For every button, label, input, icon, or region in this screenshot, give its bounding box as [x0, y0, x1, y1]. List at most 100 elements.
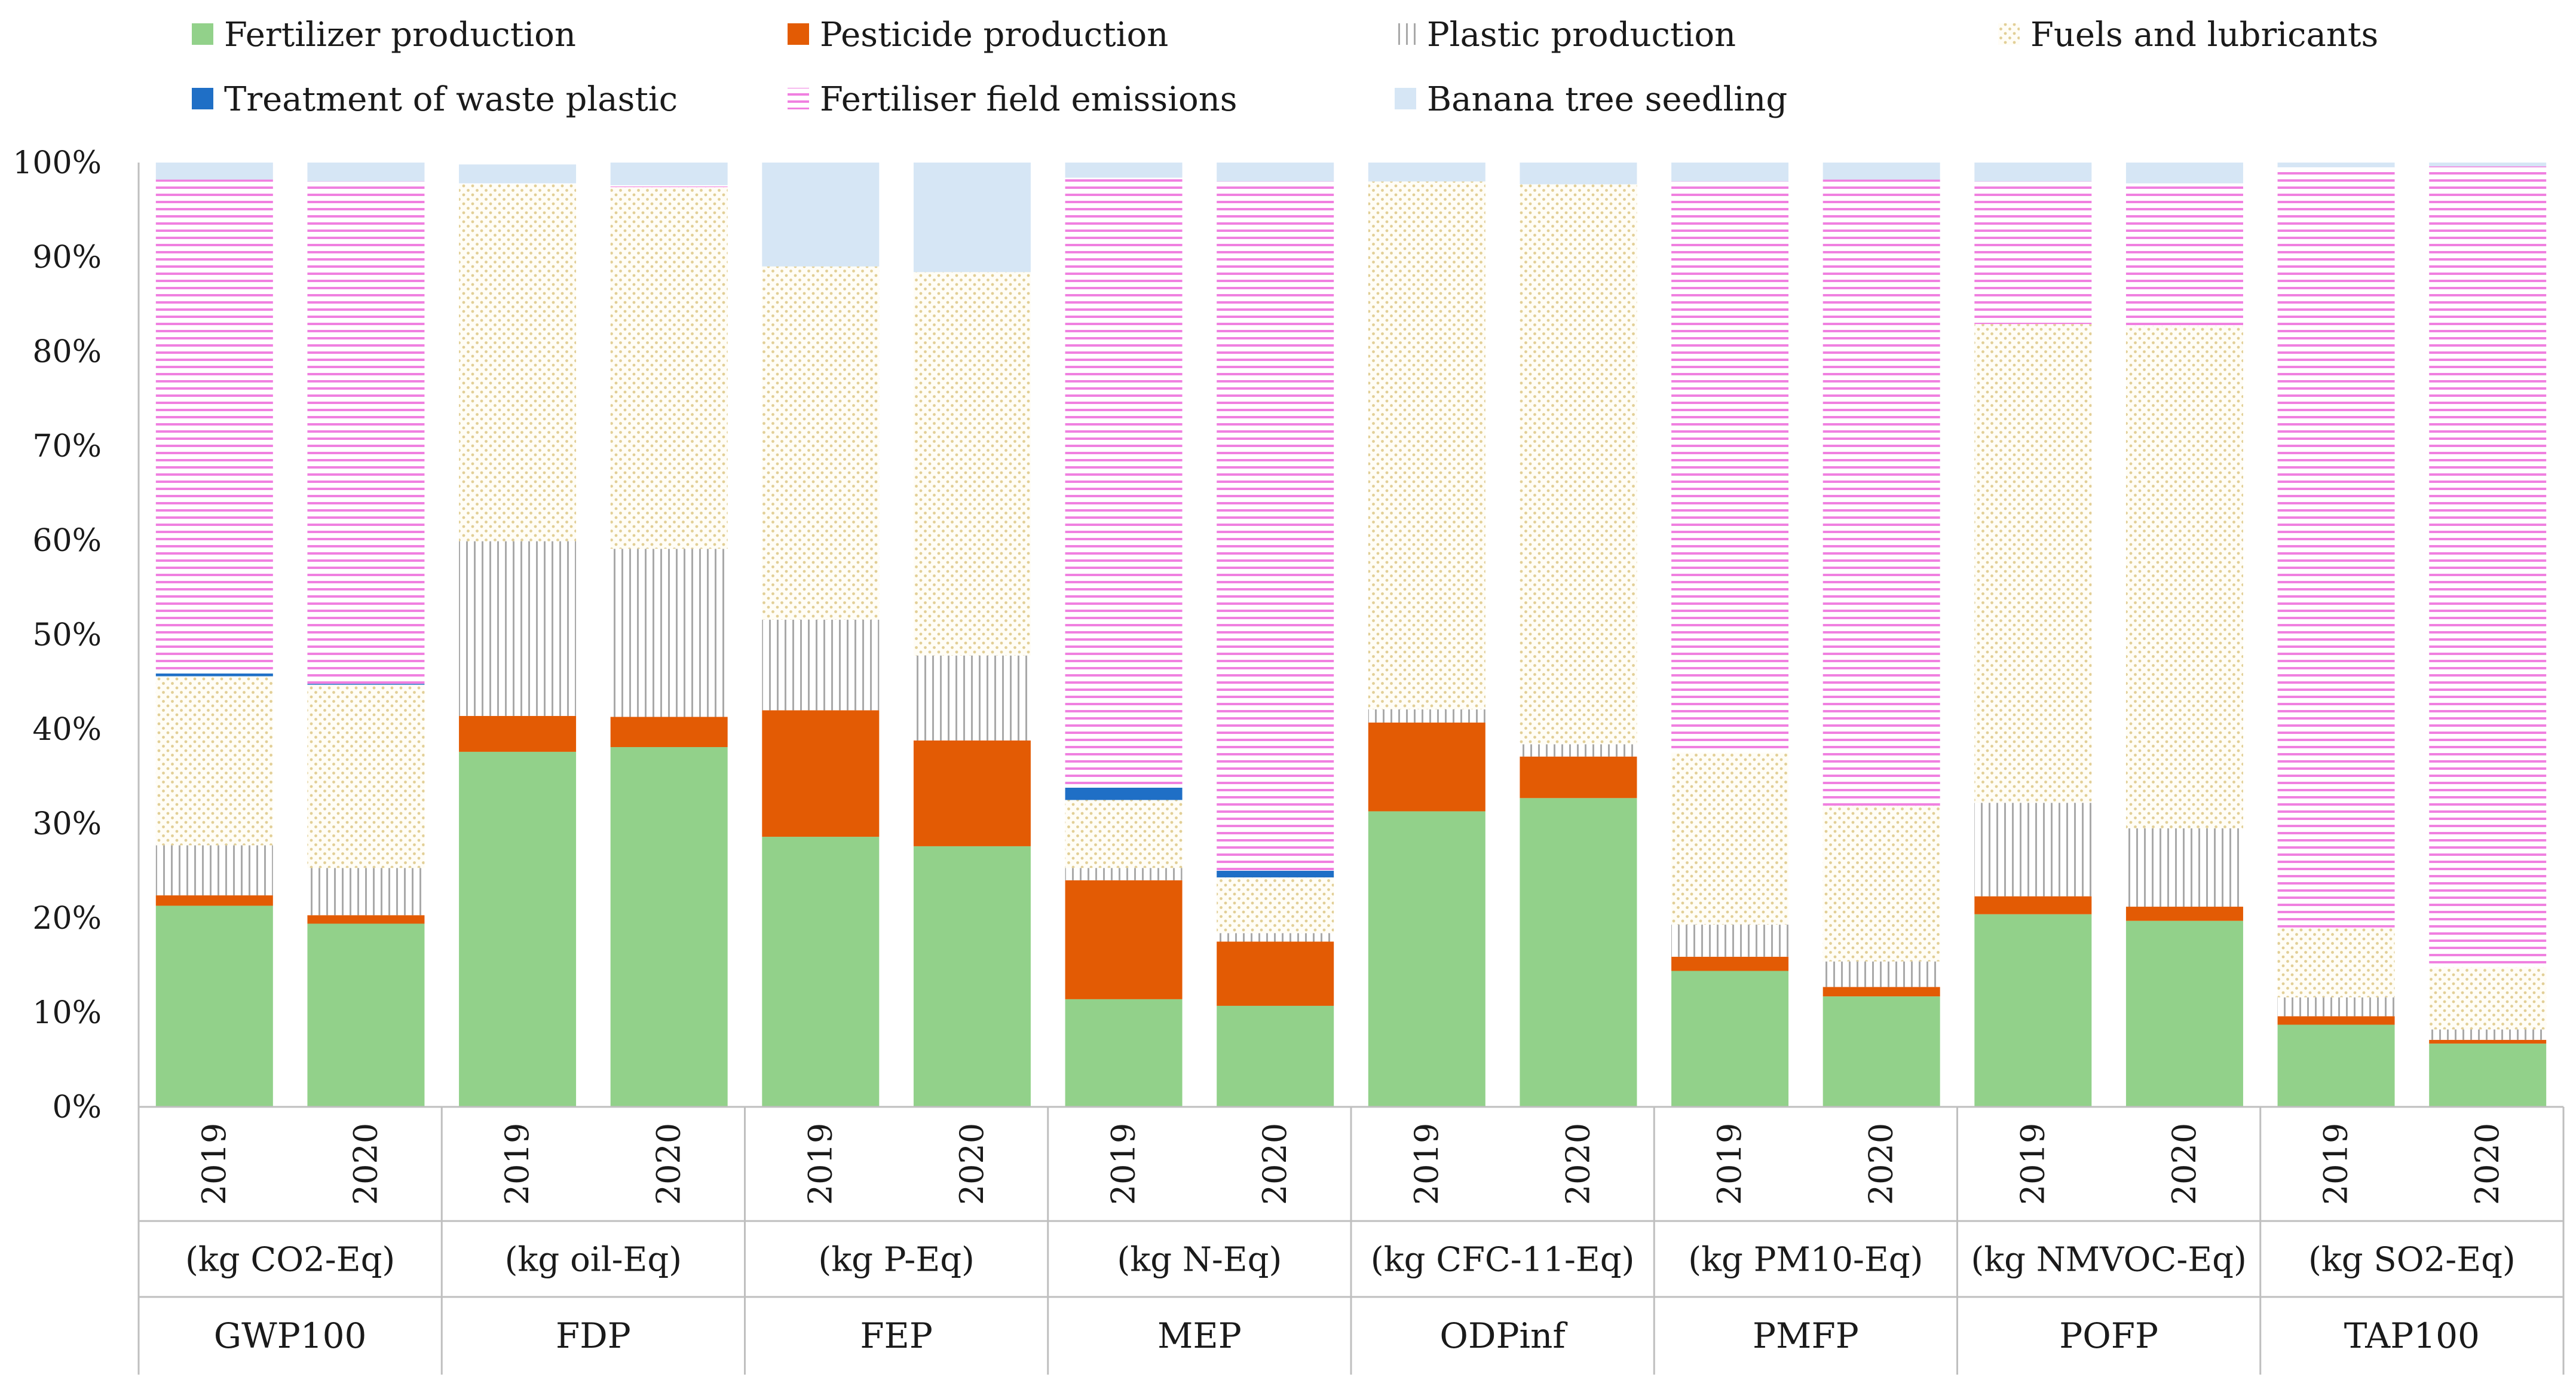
- bar-segment-plastic-production: [1671, 925, 1789, 957]
- unit-label-pmfp: (kg PM10-Eq): [1688, 1241, 1923, 1280]
- bar-segment-pesticide-production: [1974, 896, 2092, 914]
- bar-segment-fertilizer-production: [1671, 971, 1789, 1107]
- x-tick-year-label: 2019: [2014, 1123, 2051, 1205]
- bar-segment-fertiliser-field-emissions: [1065, 178, 1183, 788]
- bar-segment-fertilizer-production: [1520, 798, 1637, 1107]
- y-tick-label: 90%: [32, 240, 102, 276]
- bar-segment-banana-tree-seedling: [2125, 163, 2243, 183]
- x-tick-year-label: 2020: [2165, 1123, 2203, 1205]
- bar-segment-banana-tree-seedling: [459, 164, 577, 183]
- y-tick-label: 50%: [32, 617, 102, 653]
- bar-segment-fertiliser-field-emissions: [2429, 166, 2547, 968]
- bar-segment-plastic-production: [2125, 828, 2243, 907]
- bar-segment-banana-tree-seedling: [155, 163, 273, 180]
- bar-segment-fuels-and-lubricants: [610, 187, 728, 549]
- y-axis: 0% 10% 20% 30% 40% 50% 60% 70% 80% 90% 100%: [13, 145, 140, 1125]
- bar-segment-fuels-and-lubricants: [1974, 324, 2092, 803]
- bar-segment-fuels-and-lubricants: [307, 684, 425, 868]
- y-tick-label: 0%: [53, 1090, 102, 1125]
- x-tick-year-label: 2020: [1863, 1123, 1900, 1205]
- bar-segment-fertilizer-production: [1974, 914, 2092, 1107]
- legend-swatch-fuels-and-lubricants: [1998, 23, 2020, 45]
- x-tick-year-label: 2020: [953, 1123, 991, 1205]
- bar-segment-plastic-production: [155, 845, 273, 896]
- bar-segment-plastic-production: [2429, 1029, 2547, 1040]
- bar-segment-plastic-production: [1823, 961, 1940, 987]
- unit-label-fdp: (kg oil-Eq): [505, 1241, 682, 1280]
- bar-segment-fuels-and-lubricants: [2277, 927, 2395, 997]
- bar-segment-fertiliser-field-emissions: [2125, 183, 2243, 326]
- legend: Fertilizer production Pesticide productio…: [192, 16, 2378, 119]
- group-label-fdp: FDP: [556, 1315, 631, 1356]
- y-tick-label: 70%: [32, 429, 102, 464]
- unit-label-tap100: (kg SO2-Eq): [2308, 1241, 2516, 1280]
- bar-segment-fertilizer-production: [2125, 920, 2243, 1107]
- bar-segment-fuels-and-lubricants: [1065, 800, 1183, 868]
- bar-segment-fertilizer-production: [1065, 999, 1183, 1107]
- bar-segment-fertiliser-field-emissions: [307, 181, 425, 684]
- group-label-mep: MEP: [1157, 1315, 1242, 1356]
- bar-segment-plastic-production: [1368, 709, 1485, 723]
- legend-label-fertiliser-field-emissions: Fertiliser field emissions: [820, 80, 1238, 119]
- x-tick-year-label: 2019: [1105, 1123, 1142, 1205]
- legend-swatch-plastic-production: [1395, 23, 1416, 45]
- bar-segment-pesticide-production: [155, 895, 273, 906]
- bar-segment-plastic-production: [1974, 803, 2092, 896]
- bars: [155, 163, 2547, 1107]
- bar-segment-fuels-and-lubricants: [1368, 181, 1485, 709]
- bar-segment-pesticide-production: [307, 915, 425, 924]
- x-axis: 2019 2020 2019 2020 2019 2020 2019 2020 2019 2020…: [137, 1106, 2565, 1375]
- bar-segment-fertilizer-production: [307, 923, 425, 1107]
- bar-segment-banana-tree-seedling: [2429, 163, 2547, 167]
- group-label-pmfp: PMFP: [1753, 1315, 1859, 1356]
- bar-segment-plastic-production: [1217, 933, 1334, 942]
- unit-label-pofp: (kg NMVOC-Eq): [1971, 1241, 2246, 1280]
- legend-swatch-banana-tree-seedling: [1395, 88, 1416, 109]
- legend-label-fuels-and-lubricants: Fuels and lubricants: [2030, 16, 2378, 54]
- bar-segment-banana-tree-seedling: [913, 163, 1031, 273]
- x-tick-year-label: 2020: [2468, 1123, 2506, 1205]
- bar-segment-treatment-of-waste-plastic: [307, 684, 425, 685]
- bar-segment-fertiliser-field-emissions: [459, 183, 577, 185]
- group-label-fep: FEP: [860, 1315, 933, 1356]
- y-tick-label: 100%: [13, 145, 102, 181]
- bar-segment-fuels-and-lubricants: [913, 272, 1031, 656]
- bar-segment-fuels-and-lubricants: [1823, 805, 1940, 962]
- unit-label-gwp100: (kg CO2-Eq): [185, 1241, 395, 1280]
- bar-segment-fertilizer-production: [762, 837, 880, 1107]
- bar-segment-pesticide-production: [1823, 987, 1940, 997]
- legend-swatch-fertilizer-production: [192, 23, 213, 45]
- bar-segment-banana-tree-seedling: [610, 163, 728, 185]
- bar-segment-fertilizer-production: [1368, 811, 1485, 1107]
- bar-segment-fuels-and-lubricants: [2125, 326, 2243, 828]
- x-tick-year-label: 2019: [498, 1123, 536, 1205]
- x-tick-year-label: 2019: [1408, 1123, 1445, 1205]
- bar-segment-pesticide-production: [913, 740, 1031, 846]
- x-tick-year-label: 2019: [801, 1123, 839, 1205]
- y-tick-label: 30%: [32, 806, 102, 842]
- bar-segment-banana-tree-seedling: [1671, 163, 1789, 182]
- unit-label-odpinf: (kg CFC-11-Eq): [1371, 1241, 1635, 1280]
- group-label-gwp100: GWP100: [214, 1315, 367, 1356]
- bar-segment-plastic-production: [762, 619, 880, 711]
- bar-segment-pesticide-production: [459, 715, 577, 752]
- bar-segment-banana-tree-seedling: [762, 163, 880, 267]
- bar-segment-plastic-production: [2277, 997, 2395, 1017]
- bar-segment-fertiliser-field-emissions: [2277, 167, 2395, 928]
- y-tick-label: 10%: [32, 995, 102, 1031]
- bar-segment-pesticide-production: [762, 710, 880, 837]
- legend-label-treatment-of-waste-plastic: Treatment of waste plastic: [224, 80, 678, 119]
- bar-segment-plastic-production: [459, 541, 577, 716]
- bar-segment-fertiliser-field-emissions: [155, 179, 273, 674]
- bar-segment-banana-tree-seedling: [2277, 163, 2395, 167]
- bar-segment-pesticide-production: [1671, 956, 1789, 971]
- bar-segment-pesticide-production: [1520, 756, 1637, 798]
- y-tick-label: 80%: [32, 334, 102, 370]
- x-tick-year-label: 2020: [1256, 1123, 1294, 1205]
- group-label-tap100: TAP100: [2344, 1315, 2480, 1356]
- y-tick-label: 60%: [32, 523, 102, 559]
- x-tick-year-label: 2020: [347, 1123, 384, 1205]
- bar-segment-pesticide-production: [1065, 880, 1183, 999]
- bar-segment-pesticide-production: [1217, 941, 1334, 1006]
- bar-segment-fertilizer-production: [155, 905, 273, 1107]
